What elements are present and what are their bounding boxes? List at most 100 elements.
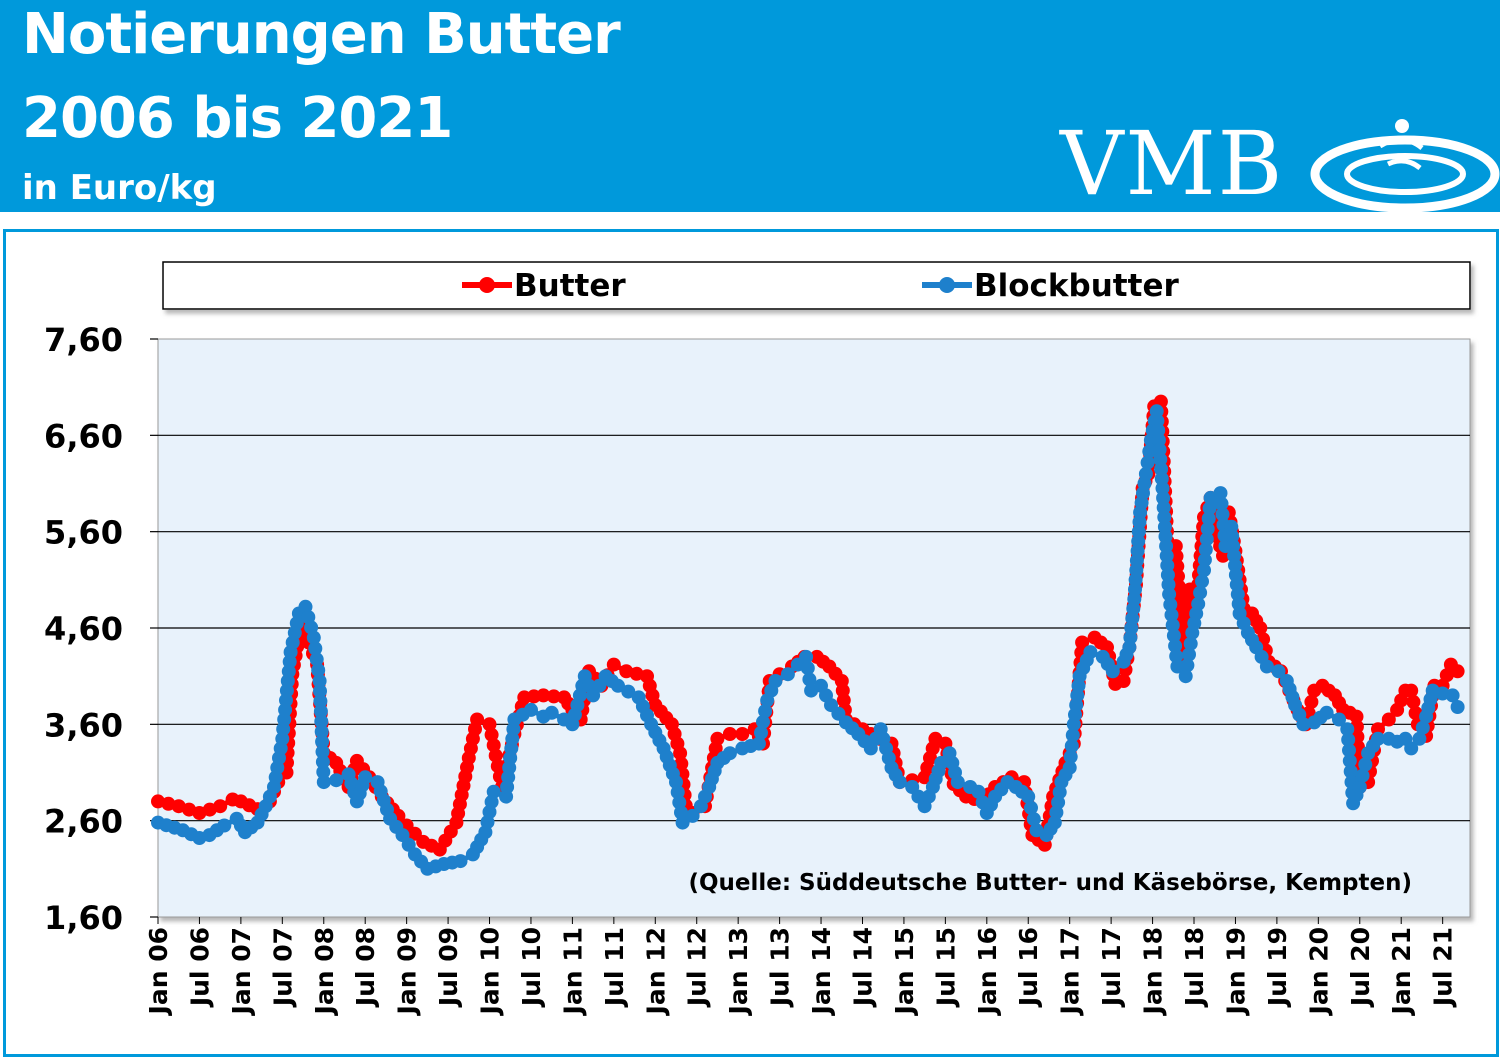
data-point-blockbutter [1142, 444, 1157, 459]
data-point-blockbutter [621, 684, 636, 699]
data-point-blockbutter [1180, 658, 1195, 673]
data-point-butter [488, 748, 503, 763]
data-point-blockbutter [1162, 587, 1177, 602]
data-point-butter [735, 727, 750, 741]
data-point-blockbutter [892, 775, 907, 790]
x-tick-label: Jan 14 [807, 927, 836, 1016]
data-point-butter [1349, 709, 1364, 724]
data-point-blockbutter [308, 641, 323, 656]
series-blockbutter [151, 404, 1465, 876]
x-tick-label: Jan 07 [227, 927, 256, 1016]
data-point-blockbutter [1445, 688, 1460, 703]
legend-item-blockbutter: Blockbutter [922, 268, 1179, 304]
data-point-blockbutter [1450, 700, 1465, 714]
x-tick-label: Jan 13 [724, 927, 753, 1016]
y-tick-label: 1,60 [44, 899, 123, 937]
data-point-blockbutter [329, 773, 344, 788]
x-tick-label: Jul 21 [1429, 927, 1458, 1008]
data-point-blockbutter [1214, 496, 1229, 511]
data-point-butter [1406, 694, 1421, 709]
data-point-blockbutter [1182, 647, 1196, 662]
data-point-blockbutter [1024, 800, 1038, 815]
data-point-blockbutter [314, 724, 329, 739]
logo-swoosh-icon [1310, 119, 1500, 212]
data-point-blockbutter [544, 705, 559, 720]
legend: Butter Blockbutter [162, 261, 1471, 310]
data-point-blockbutter [1065, 728, 1080, 743]
data-point-blockbutter [315, 744, 330, 759]
chart-title: Notierungen Butter [22, 2, 621, 67]
x-tick-label: Jul 12 [683, 927, 712, 1008]
data-point-blockbutter [1164, 607, 1179, 622]
data-point-butter [486, 738, 501, 753]
data-point-blockbutter [1163, 597, 1178, 612]
y-tick-label: 4,60 [44, 610, 123, 648]
x-tick-label: Jan 20 [1304, 927, 1333, 1016]
x-tick-label: Jul 15 [931, 927, 960, 1008]
data-point-blockbutter [1138, 466, 1153, 481]
y-tick-label: 5,60 [44, 514, 123, 552]
data-point-butter [536, 688, 551, 703]
data-point-blockbutter [1201, 511, 1216, 526]
data-point-blockbutter [312, 674, 327, 688]
data-point-blockbutter [1191, 596, 1206, 611]
x-tick-label: Jan 12 [641, 927, 670, 1016]
data-point-butter [1381, 712, 1396, 727]
data-point-blockbutter [1083, 645, 1098, 660]
data-point-blockbutter [313, 684, 327, 699]
data-point-blockbutter [1166, 628, 1181, 643]
x-tick-label: Jul 08 [351, 927, 380, 1008]
data-point-blockbutter [1319, 705, 1334, 720]
data-point-butter [1304, 694, 1319, 709]
data-point-blockbutter [1021, 789, 1036, 804]
data-point-blockbutter [1371, 731, 1385, 746]
data-point-blockbutter [1168, 638, 1183, 653]
data-point-blockbutter [1140, 455, 1155, 470]
data-point-blockbutter [950, 775, 965, 790]
data-point-blockbutter [1200, 521, 1215, 536]
data-point-blockbutter [1197, 552, 1212, 567]
x-tick-label: Jan 10 [476, 927, 505, 1016]
data-point-butter [470, 712, 485, 727]
chart-subtitle: 2006 bis 2021 [22, 86, 453, 151]
x-tick-label: Jul 17 [1097, 927, 1126, 1008]
data-point-blockbutter [1165, 618, 1180, 633]
data-point-blockbutter [754, 725, 768, 740]
y-tick-label: 6,60 [44, 417, 123, 455]
data-point-blockbutter [780, 667, 795, 682]
data-point-blockbutter [1341, 732, 1356, 747]
data-point-blockbutter [1340, 722, 1355, 737]
y-tick-label: 2,60 [44, 803, 123, 841]
data-point-butter [674, 756, 689, 771]
x-tick-label: Jul 09 [434, 927, 463, 1008]
data-point-blockbutter [309, 652, 324, 667]
x-tick-label: Jan 15 [890, 927, 919, 1016]
data-point-butter [1168, 539, 1183, 554]
x-tick-label: Jul 14 [848, 927, 877, 1008]
y-axis: 7,60 6,60 5,60 4,60 3,60 2,60 1,60 [44, 321, 158, 937]
data-point-blockbutter [1352, 780, 1367, 794]
data-point-blockbutter [1193, 585, 1208, 600]
data-point-butter [1171, 579, 1186, 594]
y-tick-label: 7,60 [44, 321, 123, 359]
data-point-blockbutter [1063, 749, 1078, 764]
data-point-blockbutter [722, 746, 737, 761]
data-point-blockbutter [1412, 731, 1427, 746]
data-point-butter [484, 727, 499, 742]
data-point-butter [606, 657, 621, 672]
data-point-blockbutter [1197, 563, 1211, 578]
data-point-blockbutter [1342, 753, 1357, 768]
x-tick-label: Jul 07 [268, 927, 297, 1008]
data-point-blockbutter [524, 702, 538, 717]
y-tick-label: 3,60 [44, 706, 123, 744]
data-point-blockbutter [1415, 720, 1430, 735]
data-point-blockbutter [971, 784, 986, 799]
legend-marker-butter [479, 277, 495, 293]
data-point-blockbutter [1355, 768, 1370, 783]
data-point-butter [710, 731, 725, 746]
data-point-blockbutter [1296, 717, 1311, 732]
x-tick-label: Jan 11 [558, 927, 587, 1016]
source-annotation: (Quelle: Süddeutsche Butter- und Käsebör… [688, 870, 1412, 896]
data-point-blockbutter [1105, 664, 1120, 679]
